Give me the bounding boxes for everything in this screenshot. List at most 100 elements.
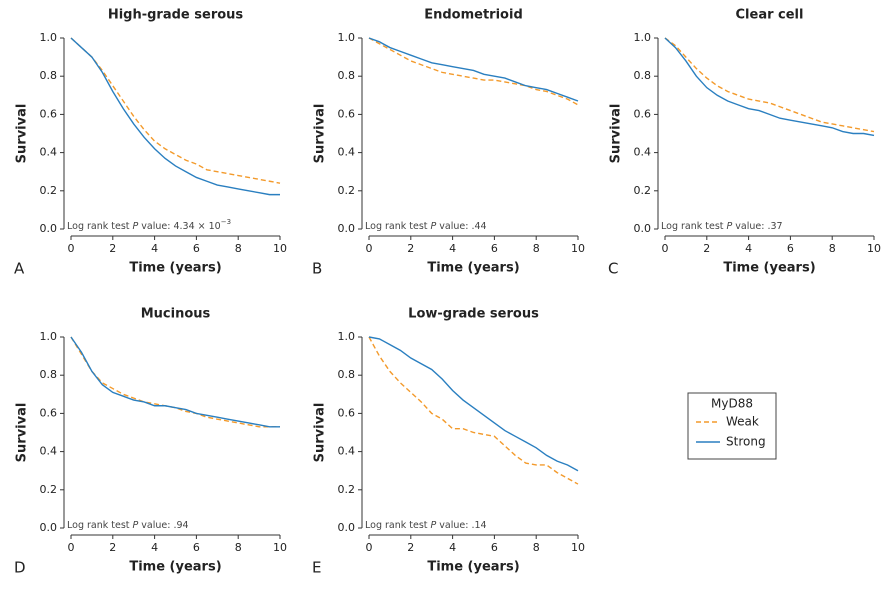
survival-curve [70, 37, 280, 196]
panel-letter: E [312, 559, 321, 577]
y-axis-label: Survival [313, 104, 328, 164]
x-tick-label: 2 [407, 541, 414, 554]
y-tick-label: 0.6 [634, 107, 652, 120]
legend-label: Weak [726, 415, 759, 429]
x-tick-label: 4 [745, 242, 752, 255]
x-tick-label: 2 [109, 541, 116, 554]
x-tick-label: 10 [571, 541, 585, 554]
x-tick-label: 8 [235, 242, 242, 255]
panel: Low-grade serous 0.0 0.2 0.4 0.6 0.8 1.0 0 2 4 6 8 1… [312, 307, 585, 577]
x-tick-label: 0 [366, 541, 373, 554]
y-tick-label: 0.2 [40, 184, 58, 197]
x-tick-label: 10 [571, 242, 585, 255]
y-tick-label: 1.0 [634, 31, 652, 44]
x-axis-label: Time (years) [129, 560, 221, 575]
y-tick-label: 0.8 [338, 368, 356, 381]
annotation-part: value: .44 [436, 221, 486, 232]
survival-curve [368, 37, 579, 102]
annotation: Log rank test P value: .44 [365, 221, 487, 232]
y-tick-label: 0.4 [40, 445, 58, 458]
legend-label: Strong [726, 435, 766, 449]
x-tick-label: 2 [703, 242, 710, 255]
y-tick-label: 0.6 [40, 107, 58, 120]
x-axis-label: Time (years) [723, 261, 815, 276]
panel-letter: C [608, 260, 618, 278]
survival-curve [664, 37, 875, 137]
annotation-part: value: 4.34 × 10 [138, 221, 220, 232]
y-tick-label: 0.2 [338, 483, 356, 496]
y-tick-label: 0.4 [338, 146, 356, 159]
y-tick-label: 0.2 [40, 483, 58, 496]
annotation-part: Log rank test [365, 221, 431, 232]
annotation-part: −3 [221, 218, 231, 226]
panel: High-grade serous 0.0 0.2 0.4 0.6 0.8 1.0 0 2 4 6 8… [14, 8, 287, 278]
y-axis-label: Survival [15, 104, 30, 164]
y-tick-label: 0.8 [634, 69, 652, 82]
y-tick-label: 1.0 [338, 330, 356, 343]
survival-curve [664, 37, 875, 133]
legend: MyD88 Weak Strong [687, 392, 777, 460]
y-axis-label: Survival [15, 403, 30, 463]
x-tick-label: 4 [449, 541, 456, 554]
x-tick-label: 8 [829, 242, 836, 255]
legend-title: MyD88 [711, 397, 753, 411]
panel-letter: D [14, 559, 26, 577]
x-tick-label: 4 [151, 242, 158, 255]
x-tick-label: 6 [193, 541, 200, 554]
y-tick-label: 1.0 [338, 31, 356, 44]
y-tick-label: 0.6 [338, 107, 356, 120]
panel: Mucinous 0.0 0.2 0.4 0.6 0.8 1.0 0 2 4 6 8 10 Time (y… [14, 307, 287, 577]
y-tick-label: 0.4 [338, 445, 356, 458]
annotation-part: P [431, 520, 437, 531]
annotation-part: P [727, 221, 733, 232]
x-tick-label: 8 [533, 242, 540, 255]
panel-letter: B [312, 260, 322, 278]
survival-curve [368, 37, 579, 106]
panel: Endometrioid 0.0 0.2 0.4 0.6 0.8 1.0 0 2 4 6 8 10 Tim… [312, 8, 585, 278]
survival-curve [70, 336, 280, 428]
survival-curve [368, 336, 579, 472]
annotation-part: Log rank test [365, 520, 431, 531]
x-tick-label: 0 [662, 242, 669, 255]
x-tick-label: 6 [193, 242, 200, 255]
survival-curve [368, 336, 579, 485]
x-tick-label: 6 [787, 242, 794, 255]
y-tick-label: 0.0 [338, 521, 356, 534]
y-tick-label: 1.0 [40, 31, 58, 44]
annotation-part: P [431, 221, 437, 232]
x-axis-label: Time (years) [427, 261, 519, 276]
survival-curve [70, 37, 281, 184]
legend-box [687, 392, 777, 460]
panel: Clear cell 0.0 0.2 0.4 0.6 0.8 1.0 0 2 4 6 8 10 Time … [608, 8, 881, 278]
y-tick-label: 0.8 [40, 69, 58, 82]
annotation-part: P [133, 520, 139, 531]
panel-title: Clear cell [736, 8, 804, 23]
annotation: Log rank test P value: .94 [67, 520, 189, 531]
annotation-part: Log rank test [67, 520, 133, 531]
x-tick-label: 10 [273, 242, 287, 255]
annotation-part: value: .14 [436, 520, 486, 531]
x-tick-label: 0 [366, 242, 373, 255]
panel-title: Low-grade serous [408, 307, 539, 322]
annotation: Log rank test P value: .14 [365, 520, 487, 531]
y-tick-label: 0.4 [40, 146, 58, 159]
y-tick-label: 0.0 [634, 222, 652, 235]
x-tick-label: 8 [235, 541, 242, 554]
annotation-part: Log rank test [67, 221, 133, 232]
x-tick-label: 6 [491, 541, 498, 554]
y-tick-label: 0.0 [338, 222, 356, 235]
x-tick-label: 6 [491, 242, 498, 255]
panel-title: Endometrioid [424, 8, 523, 23]
y-tick-label: 0.2 [338, 184, 356, 197]
x-tick-label: 10 [867, 242, 881, 255]
y-tick-label: 0.4 [634, 146, 652, 159]
x-tick-label: 2 [109, 242, 116, 255]
panel-title: Mucinous [141, 307, 211, 322]
annotation-part: P [133, 221, 139, 232]
x-tick-label: 0 [68, 541, 75, 554]
x-tick-label: 8 [533, 541, 540, 554]
annotation-part: value: .37 [732, 221, 782, 232]
annotation-part: value: .94 [138, 520, 188, 531]
y-tick-label: 0.8 [338, 69, 356, 82]
